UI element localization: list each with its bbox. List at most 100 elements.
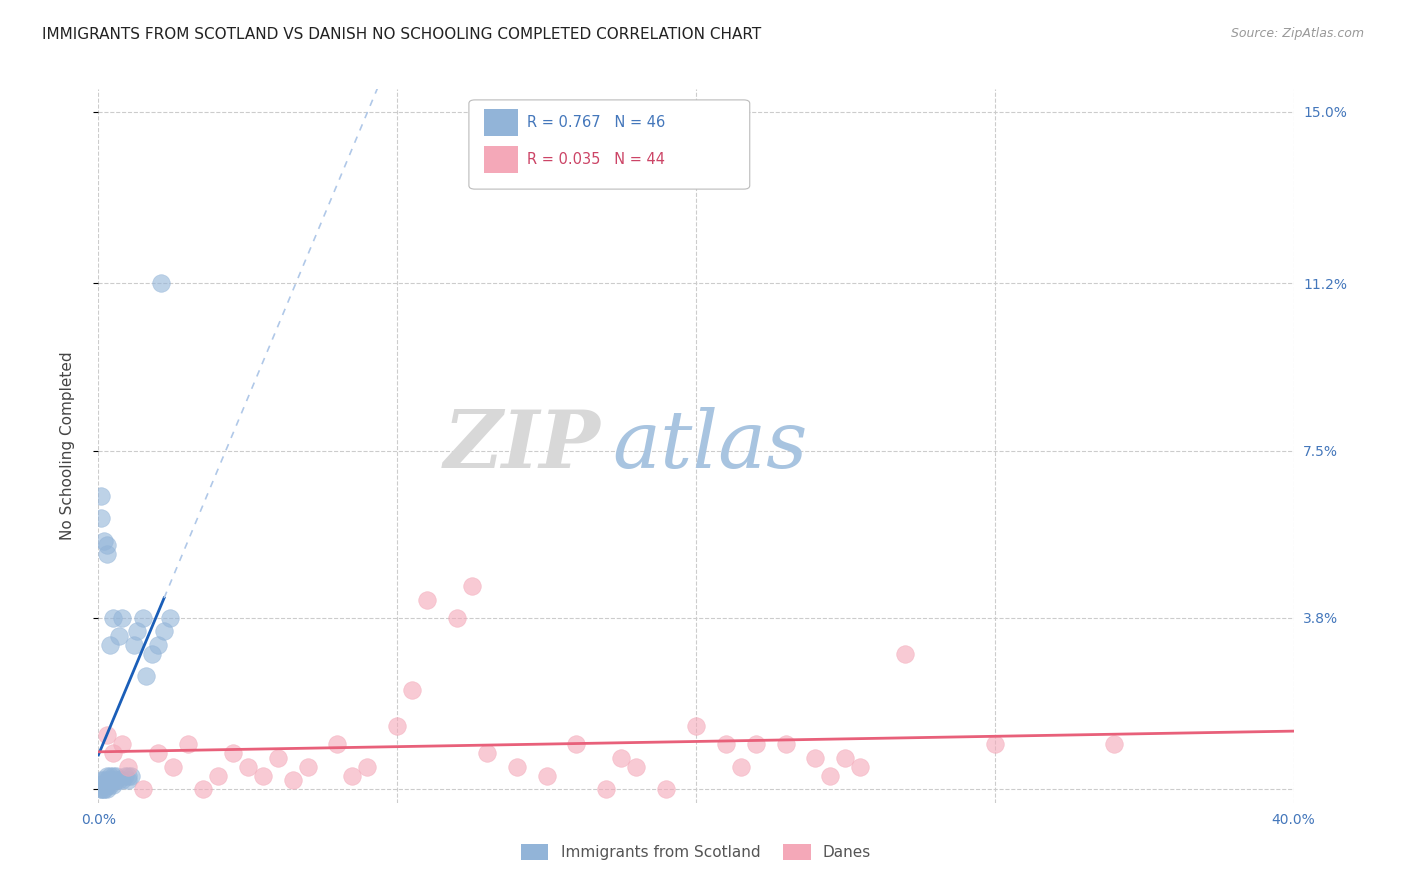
Point	[159, 610, 181, 624]
Point	[103, 773, 125, 788]
Text: R = 0.035   N = 44: R = 0.035 N = 44	[527, 153, 665, 167]
Point	[90, 773, 112, 788]
Point	[98, 778, 122, 792]
Point	[105, 773, 128, 788]
Point	[111, 737, 134, 751]
Point	[461, 579, 484, 593]
Point	[127, 624, 149, 639]
Point	[141, 647, 163, 661]
Text: ZIP: ZIP	[443, 408, 600, 484]
Point	[90, 778, 112, 792]
Point	[162, 759, 184, 773]
Point	[132, 782, 155, 797]
FancyBboxPatch shape	[485, 146, 517, 173]
Point	[281, 773, 304, 788]
Point	[135, 669, 157, 683]
Point	[984, 737, 1007, 751]
Point	[730, 759, 752, 773]
Point	[385, 719, 409, 733]
Point	[685, 719, 707, 733]
Point	[90, 782, 112, 797]
Point	[90, 511, 112, 525]
Point	[401, 682, 423, 697]
Point	[356, 759, 378, 773]
Point	[117, 759, 139, 773]
Point	[132, 610, 155, 624]
Point	[90, 778, 112, 792]
Point	[267, 750, 290, 764]
Point	[804, 750, 827, 764]
Point	[177, 737, 200, 751]
Point	[105, 769, 128, 783]
Point	[111, 773, 134, 788]
Point	[108, 773, 131, 788]
Point	[114, 769, 136, 783]
Y-axis label: No Schooling Completed: No Schooling Completed	[60, 351, 75, 541]
Point	[834, 750, 856, 764]
Point	[98, 638, 122, 652]
Point	[207, 769, 229, 783]
Point	[150, 277, 173, 291]
Point	[1104, 737, 1126, 751]
Point	[117, 769, 139, 783]
Point	[103, 746, 125, 760]
Point	[222, 746, 245, 760]
Legend: Immigrants from Scotland, Danes: Immigrants from Scotland, Danes	[515, 838, 877, 866]
Point	[90, 782, 112, 797]
Point	[745, 737, 768, 751]
Point	[252, 769, 274, 783]
Point	[342, 769, 364, 783]
Point	[506, 759, 529, 773]
Point	[96, 769, 118, 783]
Point	[108, 629, 131, 643]
Text: IMMIGRANTS FROM SCOTLAND VS DANISH NO SCHOOLING COMPLETED CORRELATION CHART: IMMIGRANTS FROM SCOTLAND VS DANISH NO SC…	[42, 27, 762, 42]
Point	[446, 610, 468, 624]
Point	[148, 746, 170, 760]
Point	[90, 489, 112, 503]
Point	[117, 773, 139, 788]
Point	[610, 750, 633, 764]
Point	[111, 610, 134, 624]
Point	[714, 737, 737, 751]
Point	[148, 638, 170, 652]
Point	[98, 773, 122, 788]
Point	[96, 778, 118, 792]
Point	[96, 538, 118, 552]
Point	[93, 782, 115, 797]
Point	[103, 610, 125, 624]
FancyBboxPatch shape	[470, 100, 749, 189]
Point	[536, 769, 558, 783]
Point	[124, 638, 146, 652]
Point	[326, 737, 349, 751]
Point	[103, 769, 125, 783]
Point	[894, 647, 917, 661]
Point	[93, 533, 115, 548]
Point	[96, 778, 118, 792]
Point	[626, 759, 648, 773]
Point	[475, 746, 498, 760]
Point	[820, 769, 842, 783]
Point	[98, 769, 122, 783]
Point	[96, 782, 118, 797]
Point	[120, 769, 142, 783]
Point	[96, 548, 118, 562]
Point	[236, 759, 259, 773]
Point	[96, 728, 118, 742]
Point	[93, 782, 115, 797]
Point	[297, 759, 319, 773]
Text: Source: ZipAtlas.com: Source: ZipAtlas.com	[1230, 27, 1364, 40]
Point	[96, 773, 118, 788]
Point	[775, 737, 797, 751]
Point	[849, 759, 872, 773]
Point	[103, 778, 125, 792]
FancyBboxPatch shape	[485, 109, 517, 136]
Text: R = 0.767   N = 46: R = 0.767 N = 46	[527, 115, 665, 130]
Point	[191, 782, 214, 797]
Point	[655, 782, 678, 797]
Text: atlas: atlas	[613, 408, 807, 484]
Point	[93, 773, 115, 788]
Point	[93, 778, 115, 792]
Point	[565, 737, 588, 751]
Point	[416, 592, 439, 607]
Point	[595, 782, 617, 797]
